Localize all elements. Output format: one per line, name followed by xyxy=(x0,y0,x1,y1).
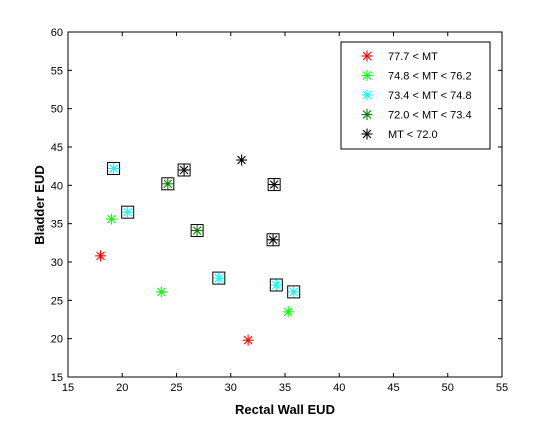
data-point xyxy=(108,162,120,174)
y-tick-label: 30 xyxy=(51,257,63,269)
legend-label: 73.4 < MT < 74.8 xyxy=(388,90,472,102)
legend-marker xyxy=(361,109,373,120)
y-tick-label: 60 xyxy=(51,27,63,39)
data-points xyxy=(95,154,301,346)
data-point xyxy=(191,225,203,237)
data-point xyxy=(155,286,167,298)
data-point xyxy=(236,154,248,166)
point-box-marker xyxy=(287,285,301,299)
axis-ticks: 15 20 25 30 35 40 45 50 55 15 20 25 30 35 40 45 50 55 60 xyxy=(51,27,508,394)
legend-label: 72.0 < MT < 73.4 xyxy=(388,110,472,122)
y-tick-label: 15 xyxy=(51,372,63,384)
x-tick-label: 35 xyxy=(279,382,291,394)
legend-marker xyxy=(361,89,373,101)
y-tick-label: 20 xyxy=(51,334,63,346)
data-point xyxy=(282,306,294,318)
x-tick-label: 50 xyxy=(442,382,454,394)
y-axis-label: Bladder EUD xyxy=(32,165,47,244)
x-tick-label: 45 xyxy=(387,382,399,394)
data-point xyxy=(95,250,107,262)
data-point xyxy=(162,178,174,190)
data-point xyxy=(268,179,280,191)
data-point xyxy=(242,334,254,346)
x-tick-label: 15 xyxy=(62,382,74,394)
x-tick-label: 55 xyxy=(496,382,508,394)
y-tick-label: 40 xyxy=(51,180,63,192)
data-point xyxy=(105,213,117,225)
data-point xyxy=(288,286,300,298)
x-tick-label: 30 xyxy=(225,382,237,394)
point-box-marker xyxy=(267,178,281,192)
point-box-marker xyxy=(190,224,204,238)
x-tick-label: 40 xyxy=(333,382,345,394)
y-tick-label: 35 xyxy=(51,219,63,231)
point-box-marker xyxy=(269,278,283,292)
y-tick-label: 45 xyxy=(51,142,63,154)
x-tick-label: 20 xyxy=(116,382,128,394)
point-box-marker xyxy=(266,233,280,247)
legend-marker xyxy=(361,128,373,140)
y-tick-label: 50 xyxy=(51,104,63,116)
data-point xyxy=(270,279,282,291)
data-point xyxy=(122,206,134,218)
legend-marker xyxy=(361,50,373,62)
y-tick-label: 25 xyxy=(51,295,63,307)
point-box-marker xyxy=(121,205,135,219)
data-point xyxy=(178,164,190,176)
point-box-marker xyxy=(212,271,226,285)
y-tick-label: 55 xyxy=(51,65,63,77)
data-point xyxy=(267,234,279,246)
x-tick-label: 25 xyxy=(170,382,182,394)
legend-label: 77.7 < MT xyxy=(388,51,438,63)
x-axis-label: Rectal Wall EUD xyxy=(235,402,335,417)
point-box-marker xyxy=(107,161,121,175)
legend-label: 74.8 < MT < 76.2 xyxy=(388,71,472,83)
point-box-marker xyxy=(161,177,175,191)
data-point xyxy=(213,272,225,284)
legend: 77.7 < MT 74.8 < MT < 76.2 73.4 < MT < 74.… xyxy=(340,41,491,150)
point-box-marker xyxy=(177,163,191,177)
legend-marker xyxy=(361,70,373,81)
legend-label: MT < 72.0 xyxy=(388,129,438,141)
